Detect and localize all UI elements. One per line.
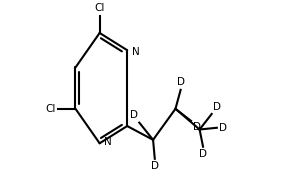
Text: D: D <box>219 123 227 133</box>
Text: N: N <box>104 136 112 146</box>
Text: D: D <box>193 122 201 132</box>
Text: D: D <box>213 102 221 112</box>
Text: D: D <box>129 110 138 120</box>
Text: N: N <box>131 47 139 57</box>
Text: D: D <box>151 161 159 171</box>
Text: Cl: Cl <box>94 3 105 13</box>
Text: D: D <box>199 149 207 159</box>
Text: D: D <box>177 77 185 87</box>
Text: Cl: Cl <box>45 104 56 114</box>
